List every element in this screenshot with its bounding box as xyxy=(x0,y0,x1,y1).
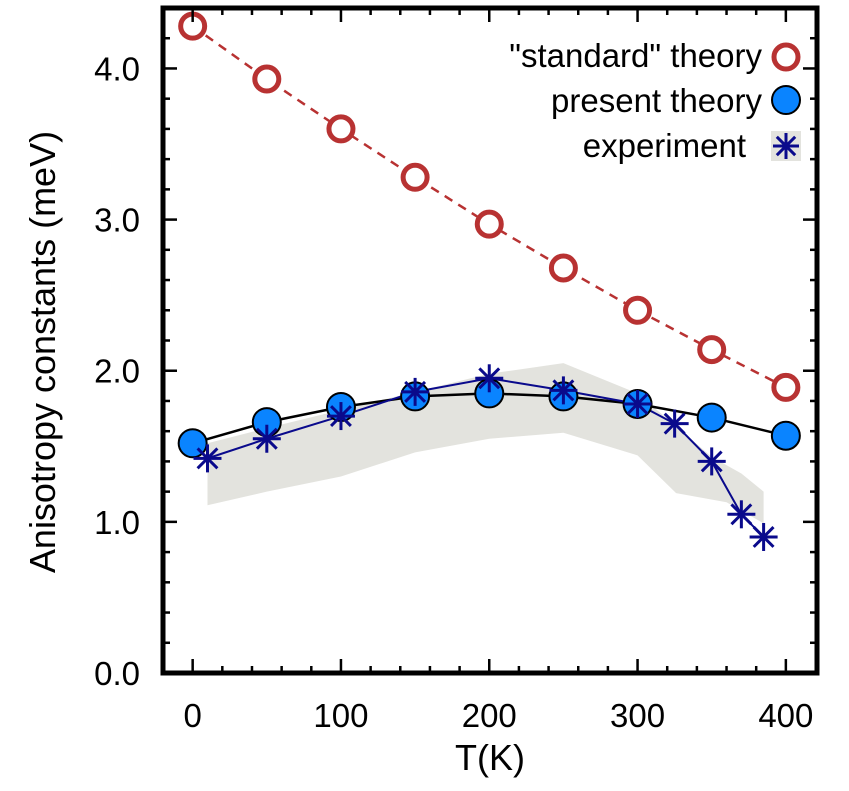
legend-asterisk-glyph xyxy=(773,133,799,159)
data-point-experiment xyxy=(252,424,281,453)
data-point-present-theory xyxy=(696,402,727,433)
legend-marker-asterisk-icon xyxy=(773,133,799,159)
data-point-experiment xyxy=(193,444,222,473)
y-tick-label: 3.0 xyxy=(94,202,140,239)
x-tick-label: 200 xyxy=(462,697,517,734)
tick-labels: 0 100 200 300 400 0.0 1.0 2.0 3.0 4.0 xyxy=(94,50,813,734)
data-point-experiment xyxy=(326,402,355,431)
data-point-experiment xyxy=(401,377,430,406)
data-point-standard-theory xyxy=(548,253,578,283)
x-axis-label: T(K) xyxy=(455,737,525,778)
axes xyxy=(160,5,820,676)
data-point-standard-theory xyxy=(252,64,282,94)
series-markers-layer xyxy=(177,11,801,551)
data-point-experiment xyxy=(697,447,726,476)
data-point-experiment xyxy=(549,376,578,405)
legend-label-experiment: experiment xyxy=(583,127,746,164)
y-tick-label: 4.0 xyxy=(94,50,140,87)
data-point-standard-theory xyxy=(400,162,430,192)
y-axis-label: Anisotropy constants (meV) xyxy=(22,131,63,573)
x-tick-label: 0 xyxy=(183,697,201,734)
y-tick-label: 1.0 xyxy=(94,504,140,541)
data-point-standard-theory xyxy=(474,209,504,239)
series-line-open-circle xyxy=(191,25,787,389)
data-point-experiment xyxy=(660,409,689,438)
data-point-standard-theory xyxy=(771,372,801,402)
data-point-standard-theory xyxy=(623,295,653,325)
y-tick-label: 2.0 xyxy=(94,353,140,390)
data-point-experiment xyxy=(623,389,652,418)
y-tick-label: 0.0 xyxy=(94,655,140,692)
data-point-standard-theory xyxy=(697,335,727,365)
data-point-experiment xyxy=(475,364,504,393)
legend-marker-filled-circle-icon xyxy=(771,85,801,115)
data-point-standard-theory xyxy=(326,114,356,144)
data-point-experiment xyxy=(749,522,778,551)
legend-entry-standard-theory: "standard" theory xyxy=(509,37,801,74)
legend-entry-experiment: experiment xyxy=(583,127,801,164)
x-tick-label: 300 xyxy=(610,697,665,734)
legend-label-standard-theory: "standard" theory xyxy=(509,37,762,74)
x-tick-label: 400 xyxy=(758,697,813,734)
legend-marker-open-circle-icon xyxy=(771,42,801,72)
data-point-experiment xyxy=(727,500,756,529)
legend: "standard" theory present theory experim… xyxy=(509,37,801,164)
data-point-present-theory xyxy=(770,420,801,451)
x-tick-label: 100 xyxy=(313,697,368,734)
legend-label-present-theory: present theory xyxy=(551,82,762,119)
legend-entry-present-theory: present theory xyxy=(551,82,801,119)
